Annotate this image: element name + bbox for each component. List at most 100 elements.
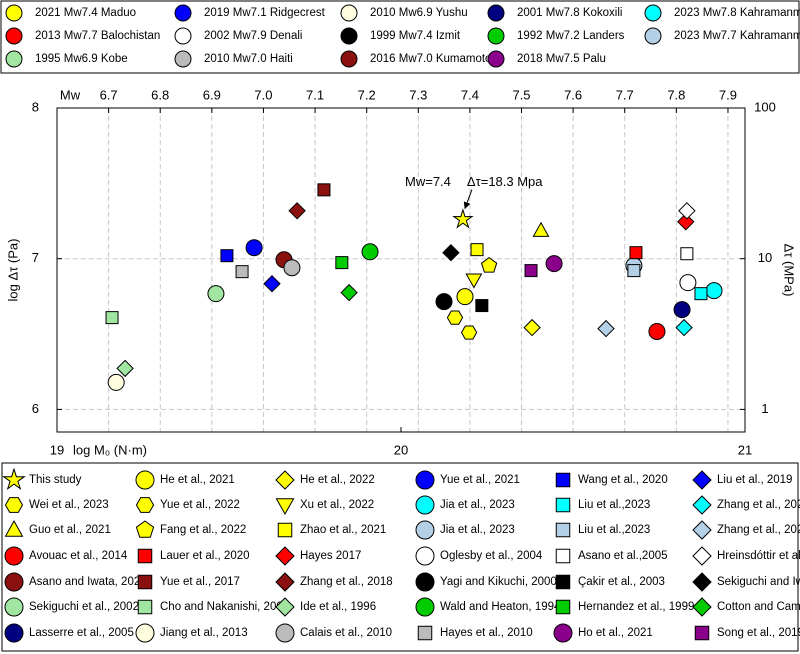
marker-circle [705,282,723,300]
legend-label: Liu et al.,2023 [578,524,650,536]
marker-square [680,247,694,261]
marker-diamond [275,572,295,592]
x2-tick-label: 6.8 [151,87,169,102]
x2-tick-label: 7.2 [358,87,376,102]
marker-star [452,208,474,229]
marker-circle [340,50,358,68]
legend-label: Zhao et al., 2021 [300,524,386,536]
annotation-arrow [463,189,473,210]
marker-square [137,599,153,615]
y2-axis-label: Δτ (MPa) [782,244,797,297]
marker-circle [644,4,662,22]
legend-label: Hernandez et al., 1999 [578,601,694,613]
marker-square [475,299,489,313]
legend-label: 2002 Mw7.9 Denali [204,30,302,42]
legend-label: Liu et al., 2019 [717,474,792,486]
marker-diamond [692,546,712,566]
legend-label: 1992 Mw7.2 Landers [517,30,625,42]
y-tick-label: 6 [32,401,39,416]
y-tick-label: 8 [32,99,39,114]
y2-tick-label: 100 [754,99,776,114]
legend-label: Lasserre et al., 2005 [29,627,134,639]
marker-circle [174,4,192,22]
marker-circle [4,546,24,566]
marker-square [317,183,331,197]
x2-tick-label: 6.9 [203,87,221,102]
marker-circle [415,470,435,490]
legend-label: Hayes 2017 [300,550,361,562]
legend-label: 2013 Mw7.7 Balochistan [35,30,160,42]
legend-label: Xu et al., 2022 [300,499,374,511]
x2-tick-label: 6.7 [100,87,118,102]
marker-hexagon [4,497,24,513]
legend-label: Wald and Heaton, 1994 [440,601,561,613]
y2-tick-label: 10 [758,250,772,265]
legend-label: Jia et al., 2023 [440,524,515,536]
legend-label: 2019 Mw7.1 Ridgecrest [204,7,326,19]
x2-tick-label: 7.8 [667,87,685,102]
legend-label: Ho et al., 2021 [578,627,653,639]
marker-circle [283,259,301,277]
marker-circle [340,27,358,45]
marker-diamond [275,546,295,566]
legend-label: Hreinsdóttir et al., 2006 [717,550,800,562]
marker-pentagon [135,520,155,538]
legend-label: Asano et al.,2005 [578,550,668,562]
legend-label: Zhang et al., 2018 [300,576,393,588]
marker-circle [107,373,125,391]
marker-diamond [263,274,281,293]
x2-axis-label: Mw [60,87,81,102]
legend-label: Ide et al., 1996 [300,601,376,613]
legend-label: 2023 Mw7.7 Kahramanmaraş [674,30,800,42]
legend-label: 1995 Mw6.9 Kobe [35,53,128,65]
legend-label: Yue et al., 2021 [440,474,520,486]
marker-triup [4,519,24,537]
marker-circle [135,623,155,643]
marker-circle [174,50,192,68]
x2-tick-label: 7.9 [719,87,737,102]
marker-hexagon [446,310,464,325]
legend-label: 2001 Mw7.8 Kokoxili [517,7,622,19]
x-tick-label: 20 [394,442,408,457]
marker-diamond [692,597,712,617]
legend-label: 2018 Mw7.5 Palu [517,53,606,65]
legends: 2021 Mw7.4 Maduo 2019 Mw7.1 Ridgecrest 201… [2,4,800,643]
marker-diamond [597,319,615,338]
legend-label: Guo et al., 2021 [29,524,111,536]
x2-tick-label: 7.6 [564,87,582,102]
marker-circle [545,255,563,273]
legend-label: Çakir et al., 2003 [578,576,665,588]
marker-circle [679,274,697,292]
legend-label: Zhang et al., 2023 [717,524,800,536]
marker-square [524,264,538,278]
x-tick-label: 19 [50,442,64,457]
legend-label: Yagi and Kikuchi, 2000 [440,576,557,588]
marker-circle [361,243,379,261]
marker-diamond [288,202,306,220]
marker-circle [415,495,435,515]
marker-diamond [692,520,712,540]
legend-label: Calais et al., 2010 [300,627,392,639]
marker-square [137,548,153,564]
x2-tick-label: 7.0 [254,87,272,102]
marker-pentagon [480,256,498,273]
legend-label: Avouac et al., 2014 [29,550,128,562]
legend-label: Jiang et al., 2013 [160,627,248,639]
marker-diamond [678,202,696,220]
legend-label: Hayes et al., 2010 [440,627,533,639]
legend-label: 2016 Mw7.0 Kumamoto [370,53,491,65]
legend-label: Liu et al.,2023 [578,499,650,511]
marker-circle [487,50,505,68]
legend-label: Lauer et al., 2020 [160,550,250,562]
legend-label: Yue et al., 2022 [160,499,240,511]
marker-circle [5,4,23,22]
marker-circle [174,27,192,45]
marker-square [555,599,571,615]
points [105,183,723,391]
marker-diamond [675,318,693,337]
legend-label: 2021 Mw7.4 Maduo [35,7,136,19]
marker-square [417,625,433,641]
marker-square [220,249,234,263]
legend-label: 2010 Mw6.9 Yushu [370,7,468,19]
legend-label: Wang et al., 2020 [578,474,668,486]
